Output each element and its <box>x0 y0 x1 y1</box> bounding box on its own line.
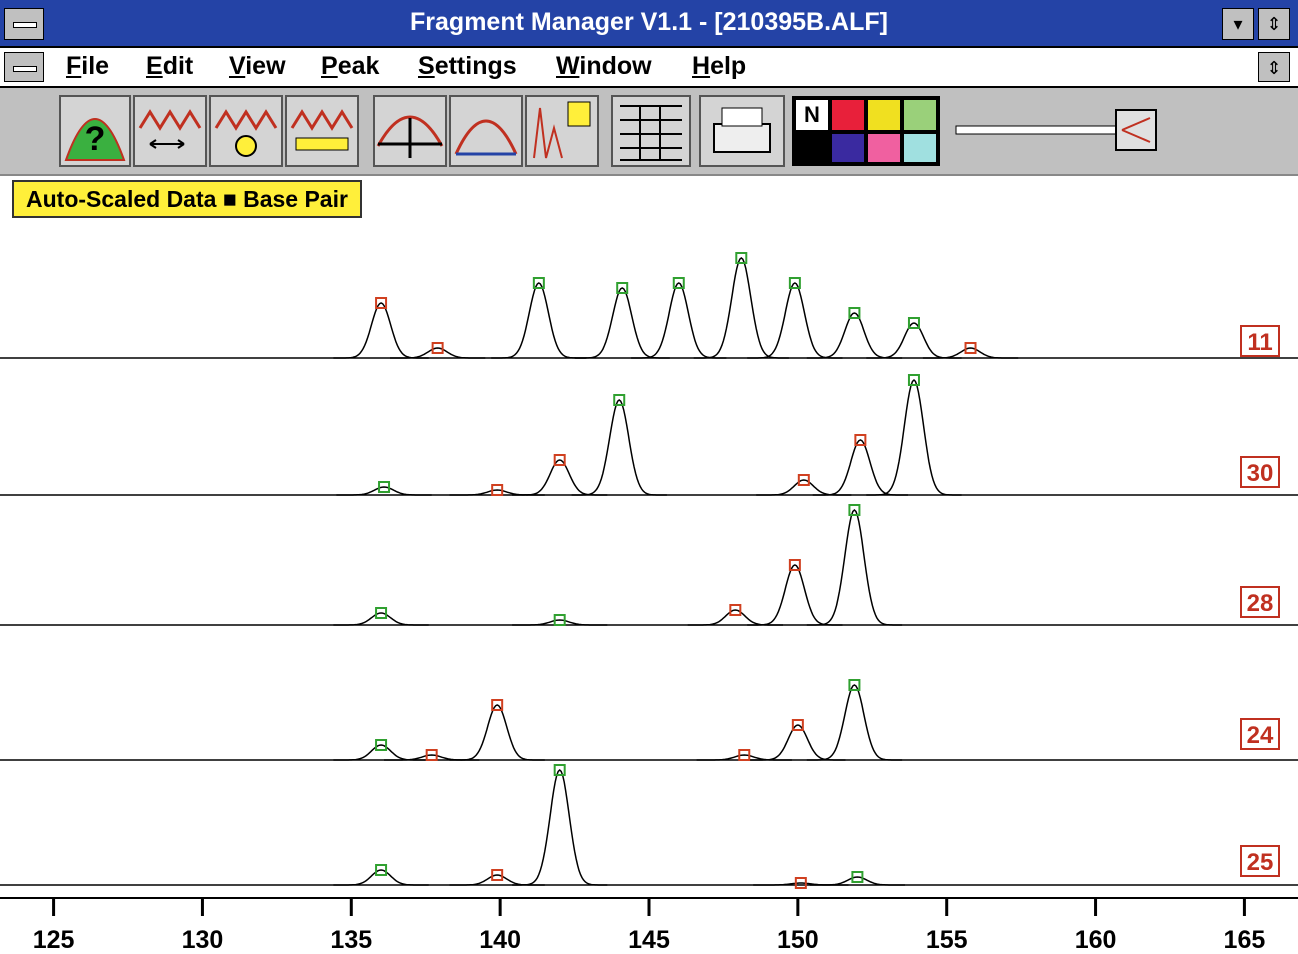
peak <box>807 685 902 760</box>
peak <box>572 400 667 495</box>
app-window: 125 130 135 140 145 150 155 160 165 Fragment Man… <box>0 0 1298 954</box>
x-tick-label: 145 <box>628 926 670 954</box>
peak <box>333 870 428 885</box>
menu-item[interactable]: Settings <box>418 52 517 81</box>
palette-label: N <box>804 102 820 127</box>
x-tick-label: 125 <box>33 926 75 954</box>
menu-item[interactable]: Edit <box>146 52 193 81</box>
lane-label[interactable]: 25 <box>1240 845 1280 877</box>
menu-item[interactable]: Window <box>556 52 652 81</box>
peak <box>747 565 842 625</box>
peak <box>491 283 586 358</box>
x-tick-label: 130 <box>182 926 224 954</box>
x-tick-label: 160 <box>1075 926 1117 954</box>
minimize-button[interactable]: ▾ <box>1222 8 1254 40</box>
peak <box>694 258 789 358</box>
lane-label[interactable]: 11 <box>1240 325 1280 357</box>
peak <box>333 303 428 358</box>
restore-button[interactable]: ⇕ <box>1258 52 1290 82</box>
lane-label[interactable]: 30 <box>1240 456 1280 488</box>
x-tick-label: 140 <box>479 926 521 954</box>
peak <box>450 705 545 760</box>
peak <box>631 283 726 358</box>
window-title: Fragment Manager V1.1 - [210395B.ALF] <box>0 8 1298 37</box>
peak <box>333 745 428 760</box>
svg-text:?: ? <box>85 120 106 158</box>
peak <box>813 440 908 495</box>
lane-label[interactable]: 28 <box>1240 586 1280 618</box>
restore-button[interactable]: ⇕ <box>1258 8 1290 40</box>
x-tick-label: 155 <box>926 926 968 954</box>
peak <box>575 288 670 358</box>
document-menu[interactable] <box>4 52 44 82</box>
peak <box>688 610 783 625</box>
menu-bar: File Edit View Peak Settings Window Help… <box>0 48 1298 88</box>
toolbar: ? N <box>0 88 1298 176</box>
peak <box>512 770 607 885</box>
title-bar: Fragment Manager V1.1 - [210395B.ALF] ▾ … <box>0 0 1298 48</box>
menu-item[interactable]: Peak <box>321 52 379 81</box>
x-tick-label: 135 <box>330 926 372 954</box>
menu-item[interactable]: File <box>66 52 109 81</box>
toolbar-icons: ? N <box>0 88 1298 174</box>
status-label: Auto-Scaled Data ■ Base Pair <box>12 180 362 218</box>
x-tick-label: 150 <box>777 926 819 954</box>
peak <box>866 380 961 495</box>
lane-label[interactable]: 24 <box>1240 718 1280 750</box>
peak <box>807 510 902 625</box>
menu-item[interactable]: View <box>229 52 286 81</box>
x-tick-label: 165 <box>1224 926 1266 954</box>
menu-item[interactable]: Help <box>692 52 746 81</box>
peak <box>807 313 902 358</box>
